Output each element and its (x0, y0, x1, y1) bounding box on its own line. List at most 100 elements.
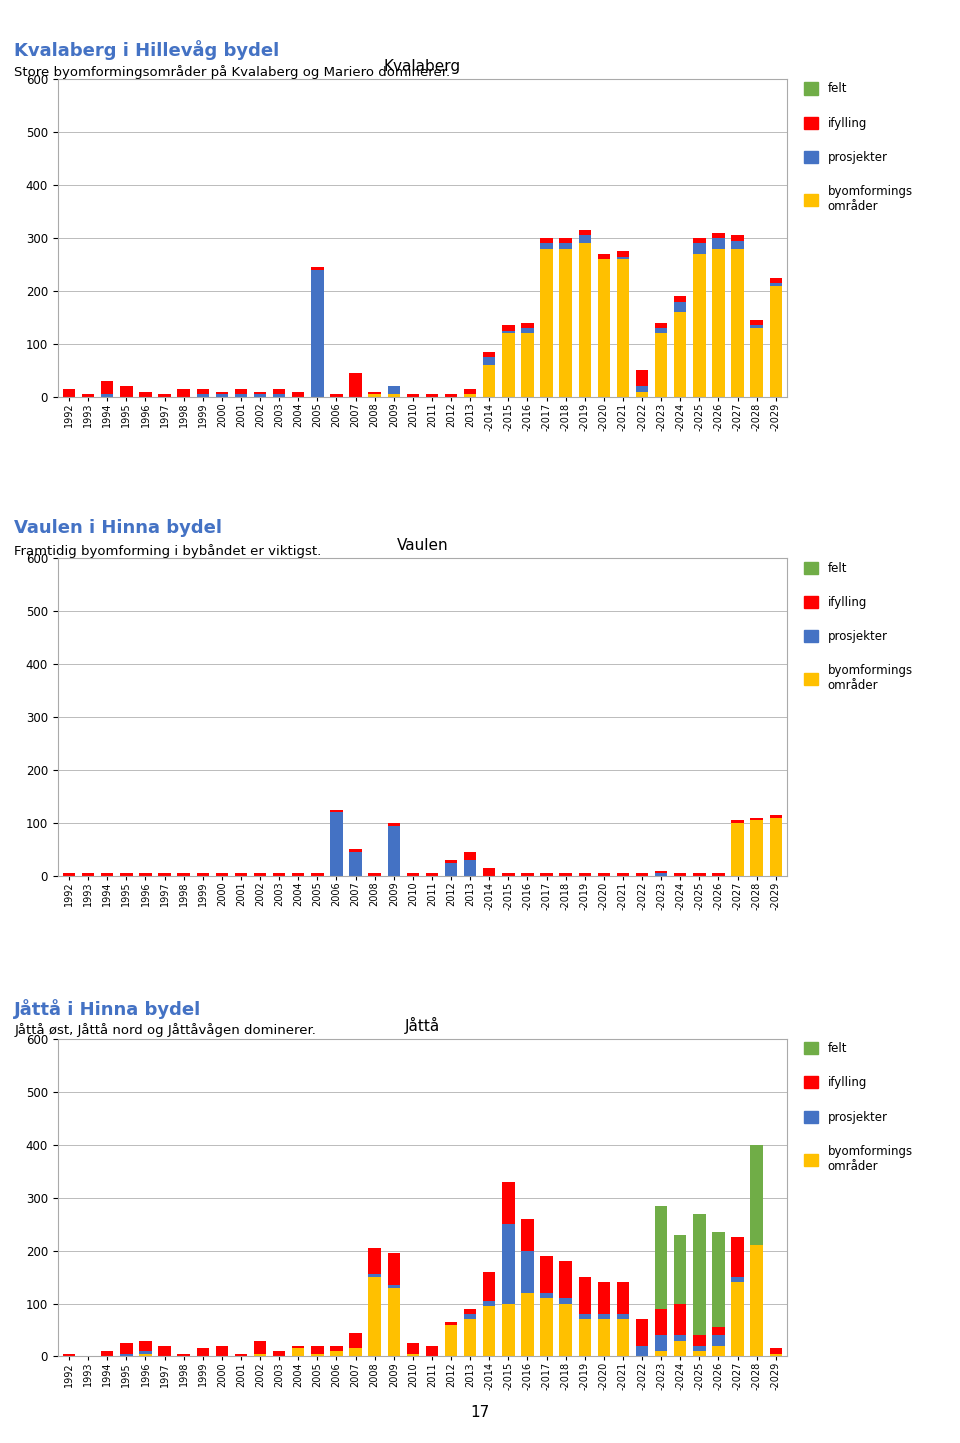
Bar (369, 391, 381, 394)
Bar (732, 248, 744, 397)
Bar (693, 1351, 706, 1356)
Bar (369, 394, 381, 397)
Bar (579, 235, 591, 244)
Bar (311, 267, 324, 270)
Bar (502, 333, 515, 397)
Bar (770, 278, 782, 283)
Text: Jåttå øst, Jåttå nord og Jåttåvågen dominerer.: Jåttå øst, Jåttå nord og Jåttåvågen domi… (14, 1023, 316, 1038)
Bar (235, 388, 247, 394)
Bar (158, 1346, 171, 1356)
Bar (483, 867, 495, 876)
Bar (235, 1354, 247, 1356)
Bar (407, 1354, 420, 1356)
Bar (444, 394, 457, 397)
Bar (732, 1283, 744, 1356)
Bar (751, 320, 763, 326)
Bar (770, 815, 782, 818)
Bar (444, 1322, 457, 1325)
Text: 17: 17 (470, 1405, 490, 1420)
Bar (579, 1319, 591, 1356)
Bar (693, 244, 706, 254)
Bar (407, 394, 420, 397)
Bar (120, 387, 132, 397)
Bar (483, 352, 495, 356)
Text: Jåttå i Hinna bydel: Jåttå i Hinna bydel (14, 999, 202, 1019)
Bar (62, 873, 75, 876)
Bar (751, 1245, 763, 1356)
Bar (732, 1237, 744, 1277)
Bar (712, 1335, 725, 1346)
Bar (464, 851, 476, 860)
Bar (712, 1232, 725, 1328)
Bar (349, 372, 362, 397)
Bar (292, 391, 304, 397)
Bar (483, 1306, 495, 1356)
Bar (560, 873, 572, 876)
Bar (273, 873, 285, 876)
Bar (616, 1319, 629, 1356)
Bar (636, 1319, 648, 1346)
Bar (464, 1319, 476, 1356)
Bar (712, 1328, 725, 1335)
Bar (655, 1335, 667, 1351)
Bar (616, 257, 629, 260)
Bar (751, 325, 763, 328)
Bar (349, 850, 362, 851)
Bar (674, 312, 686, 397)
Bar (502, 873, 515, 876)
Bar (369, 1248, 381, 1274)
Bar (655, 333, 667, 397)
Bar (560, 1299, 572, 1303)
Bar (674, 1235, 686, 1303)
Bar (655, 873, 667, 876)
Bar (636, 371, 648, 387)
Bar (388, 825, 400, 876)
Bar (655, 1351, 667, 1356)
Bar (674, 873, 686, 876)
Bar (693, 1214, 706, 1335)
Bar (579, 1315, 591, 1319)
Bar (407, 873, 420, 876)
Bar (369, 1277, 381, 1356)
Bar (253, 1341, 266, 1354)
Text: Framtidig byomforming i bybåndet er viktigst.: Framtidig byomforming i bybåndet er vikt… (14, 544, 322, 558)
Bar (216, 1346, 228, 1356)
Bar (579, 244, 591, 397)
Bar (579, 229, 591, 235)
Bar (82, 873, 94, 876)
Bar (425, 394, 438, 397)
Bar (273, 388, 285, 394)
Bar (674, 1303, 686, 1335)
Bar (253, 873, 266, 876)
Bar (197, 388, 209, 394)
Bar (751, 1144, 763, 1245)
Bar (349, 1348, 362, 1356)
Bar (235, 394, 247, 397)
Bar (655, 323, 667, 328)
Bar (139, 1341, 152, 1351)
Bar (732, 1277, 744, 1283)
Bar (598, 873, 610, 876)
Text: Vaulen i Hinna bydel: Vaulen i Hinna bydel (14, 519, 223, 537)
Bar (444, 860, 457, 863)
Bar (369, 873, 381, 876)
Bar (560, 238, 572, 244)
Bar (655, 328, 667, 333)
Bar (216, 873, 228, 876)
Bar (464, 1315, 476, 1319)
Bar (693, 1346, 706, 1351)
Bar (330, 1346, 343, 1351)
Bar (464, 394, 476, 397)
Bar (253, 394, 266, 397)
Bar (62, 388, 75, 397)
Legend: felt, ifylling, prosjekter, byomformings
områder: felt, ifylling, prosjekter, byomformings… (801, 79, 916, 216)
Bar (483, 1271, 495, 1302)
Bar (732, 823, 744, 876)
Bar (693, 254, 706, 397)
Bar (101, 381, 113, 394)
Bar (483, 365, 495, 397)
Bar (158, 394, 171, 397)
Bar (674, 1341, 686, 1356)
Bar (560, 1303, 572, 1356)
Bar (502, 1224, 515, 1303)
